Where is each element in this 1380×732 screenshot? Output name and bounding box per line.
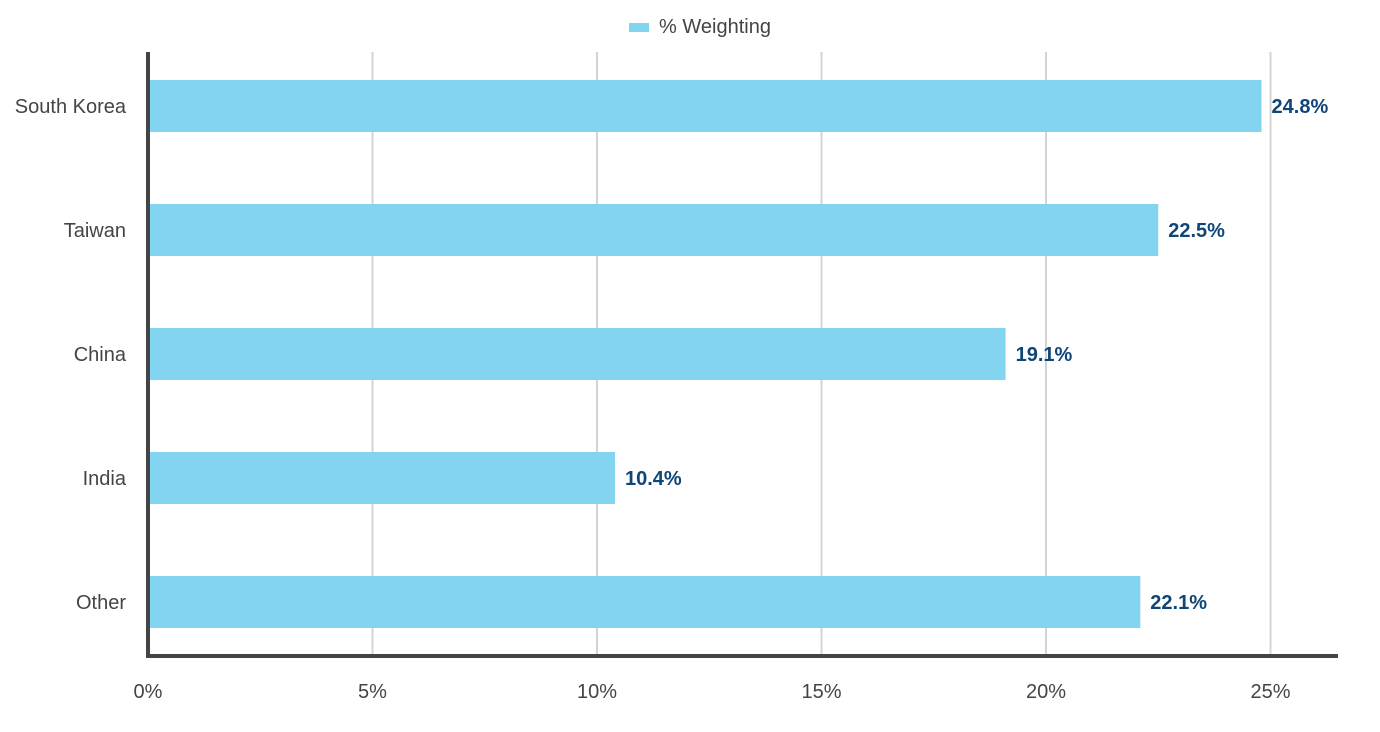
- bar: [148, 328, 1006, 380]
- x-tick-label: 15%: [801, 681, 841, 703]
- legend: % Weighting: [0, 16, 1380, 39]
- category-label: India: [83, 468, 127, 490]
- x-tick-label: 5%: [358, 681, 387, 703]
- x-tick-label: 20%: [1026, 681, 1066, 703]
- x-tick-label: 0%: [134, 681, 163, 703]
- x-tick-label: 10%: [577, 681, 617, 703]
- legend-swatch: [629, 23, 650, 32]
- value-label: 10.4%: [625, 468, 682, 490]
- value-label: 19.1%: [1016, 344, 1073, 366]
- category-label: South Korea: [15, 96, 127, 118]
- bar: [148, 204, 1159, 256]
- legend-label: % Weighting: [659, 16, 771, 38]
- value-label: 24.8%: [1272, 96, 1329, 118]
- bar: [148, 80, 1262, 132]
- category-label: Other: [76, 592, 126, 614]
- value-label: 22.5%: [1168, 220, 1225, 242]
- bar: [148, 452, 615, 504]
- bar: [148, 576, 1141, 628]
- category-label: Taiwan: [64, 220, 126, 242]
- category-label: China: [74, 344, 127, 366]
- value-label: 22.1%: [1150, 592, 1207, 614]
- x-tick-label: 25%: [1250, 681, 1290, 703]
